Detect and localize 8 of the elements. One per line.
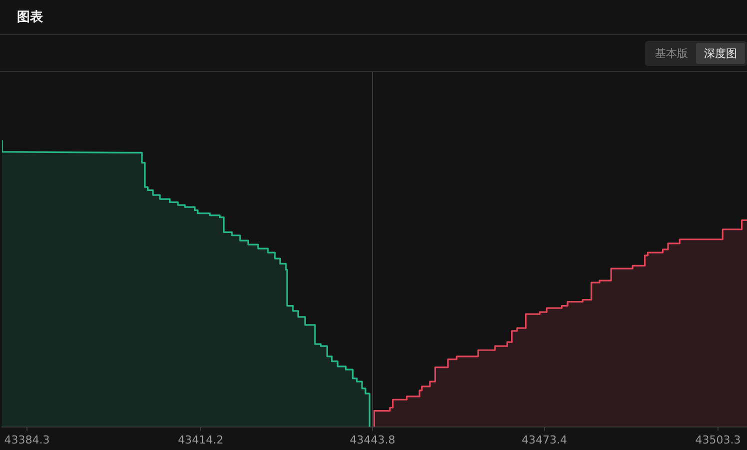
x-tick-label: 43503.3	[695, 433, 741, 446]
text: 基本版	[654, 46, 689, 62]
chart-title: 图表	[17, 9, 43, 26]
x-tick-label: 43414.2	[178, 433, 224, 446]
text: 深度图	[696, 42, 745, 64]
x-tick-label: 43473.4	[522, 433, 568, 446]
x-tick-label: 43384.3	[4, 433, 50, 446]
x-tick-label: 43443.8	[350, 433, 396, 446]
